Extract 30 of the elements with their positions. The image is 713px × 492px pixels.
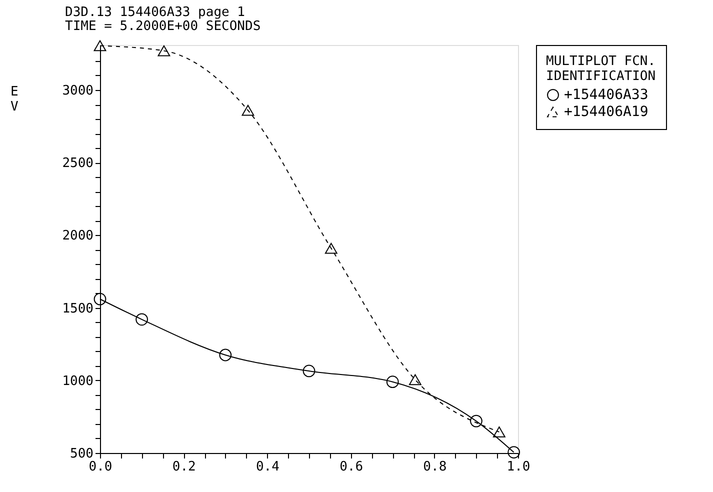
y-tick-label: 1000 [62,374,94,389]
legend-title: MULTIPLOT FCN. IDENTIFICATION [546,54,656,84]
point [94,40,106,52]
x-tick-label: 0.0 [88,460,112,474]
x-tick-label: 0.6 [340,460,364,474]
y-tick-label: 3000 [62,84,94,99]
point [302,364,316,378]
legend-label: +154406A19 [564,104,648,120]
point [136,313,148,326]
x-tick-label: 0.8 [423,460,447,474]
y-tick-label: 500 [70,446,94,462]
point [219,348,232,362]
legend-label: +154406A33 [564,87,648,103]
point [158,45,170,56]
x-tick-label: 1.0 [506,460,530,474]
y-tick-label: 1500 [62,301,94,316]
y-tick-label: 2000 [62,228,94,244]
point [386,376,399,388]
chart-subtitle: TIME = 5.2000E+00 SECONDS [65,18,261,34]
point [470,414,482,428]
x-tick-label: 0.2 [172,460,196,474]
y-tick-label: 2500 [62,156,94,172]
point [408,374,422,386]
point [94,292,106,306]
point [324,242,338,254]
y-axis-title: EV [10,84,18,114]
point [242,104,254,116]
point [492,426,506,438]
chart-title: D3D.13 154406A33 page 1 [65,4,246,20]
x-tick-label: 0.4 [256,460,280,474]
